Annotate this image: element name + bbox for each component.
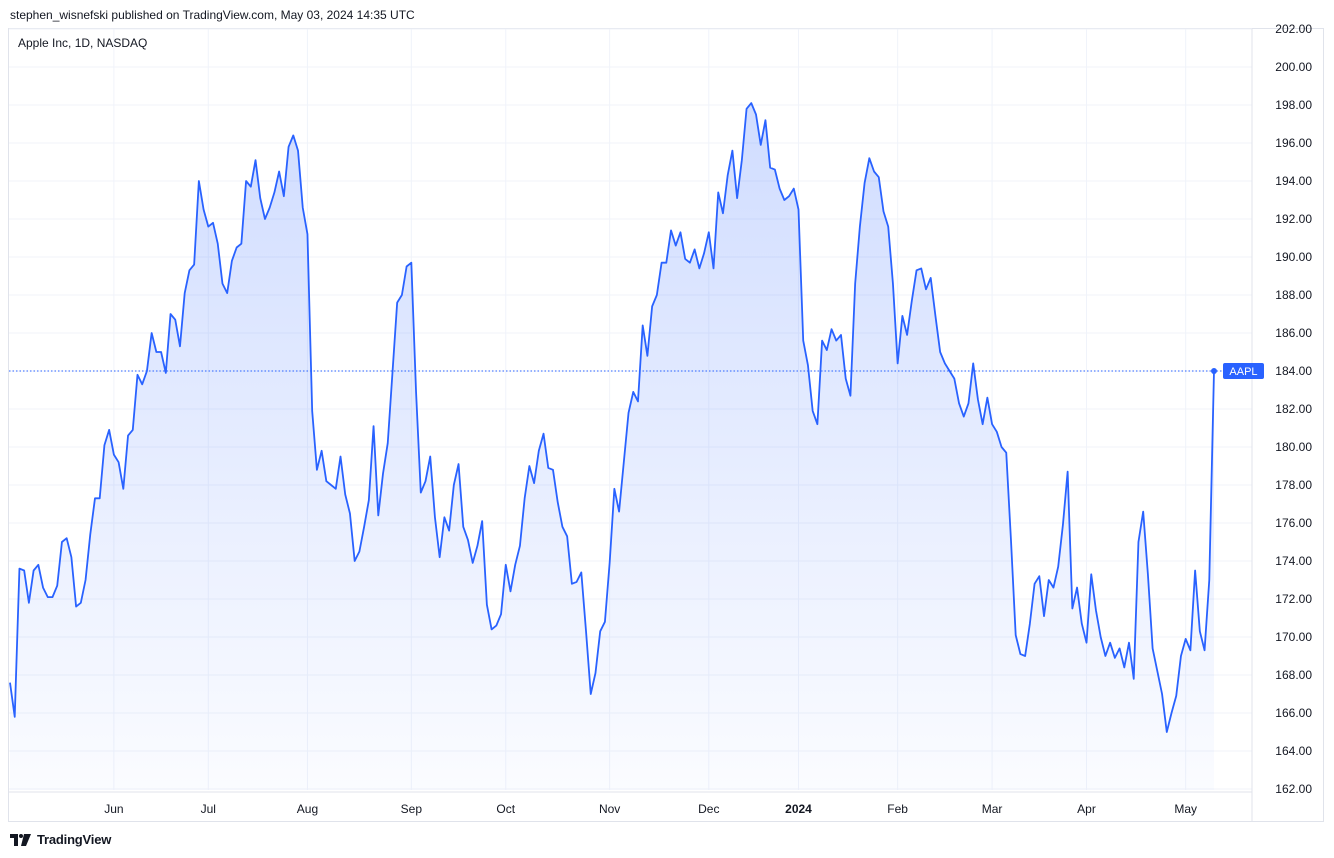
tradingview-logo-icon [10,833,31,846]
y-tick-label: 174.00 [1275,554,1312,568]
y-tick-label: 190.00 [1275,250,1312,264]
y-tick-label: 200.00 [1275,60,1312,74]
publisher-line: stephen_wisnefski published on TradingVi… [10,8,415,22]
x-tick-label: Mar [982,802,1003,816]
y-tick-label: 198.00 [1275,98,1312,112]
x-tick-label: Jun [104,802,123,816]
y-tick-label: 194.00 [1275,174,1312,188]
y-tick-label: 184.00 [1275,364,1312,378]
last-price-label-text: AAPL [1229,366,1257,378]
y-tick-label: 170.00 [1275,630,1312,644]
x-axis[interactable]: Jun Jul Aug Sep Oct Nov Dec 2024 Feb Mar Apr May [9,791,1252,816]
tradingview-brand-name: TradingView [37,832,112,847]
x-tick-label: Aug [297,802,318,816]
price-line-series[interactable] [9,102,1215,733]
x-tick-label: Oct [496,802,515,816]
y-tick-label: 178.00 [1275,478,1312,492]
chart-title: Apple Inc, 1D, NASDAQ [18,36,147,50]
y-tick-label: 192.00 [1275,212,1312,226]
y-tick-label: 180.00 [1275,440,1312,454]
x-tick-label: 2024 [785,802,812,816]
x-tick-label: Dec [698,802,719,816]
y-tick-label: 176.00 [1275,516,1312,530]
x-tick-label: May [1174,802,1197,816]
y-tick-label: 196.00 [1275,136,1312,150]
y-tick-label: 202.00 [1275,22,1312,36]
last-price-label: AAPL [1223,363,1264,379]
tradingview-logo[interactable]: TradingView [10,832,111,847]
y-tick-label: 182.00 [1275,402,1312,416]
y-tick-label: 172.00 [1275,592,1312,606]
last-price-dot [1211,368,1217,374]
x-tick-label: Apr [1077,802,1096,816]
y-axis[interactable]: 162.00 164.00 166.00 168.00 170.00 172.00 174.… [1251,22,1312,821]
y-tick-label: 164.00 [1275,744,1312,758]
x-tick-label: Nov [599,802,620,816]
x-tick-label: Sep [401,802,423,816]
y-tick-label: 166.00 [1275,706,1312,720]
y-tick-label: 188.00 [1275,288,1312,302]
y-tick-label: 168.00 [1275,668,1312,682]
x-tick-label: Feb [887,802,908,816]
x-tick-label: Jul [201,802,216,816]
y-tick-label: 186.00 [1275,326,1312,340]
price-area-fill [10,103,1214,791]
y-tick-label: 162.00 [1275,782,1312,796]
last-price-label-bg [1223,363,1264,379]
